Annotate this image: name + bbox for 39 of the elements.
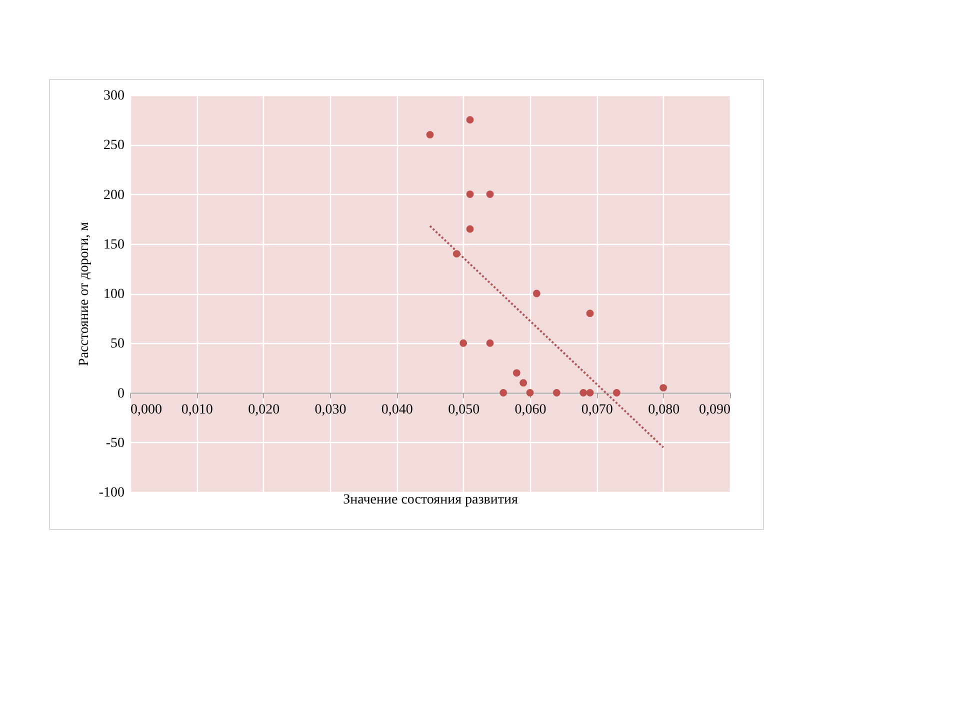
point — [460, 339, 468, 347]
point — [486, 190, 494, 198]
point — [580, 389, 588, 396]
y-tick-label: -50 — [106, 436, 124, 451]
y-tick-label: 50 — [110, 336, 124, 352]
point — [466, 190, 474, 198]
x-tick-label: 0,080 — [648, 402, 680, 418]
point — [520, 379, 528, 387]
point — [532, 290, 540, 298]
y-tick-label: -100 — [98, 486, 124, 500]
point — [586, 389, 594, 396]
x-tick-label: 0,090 — [699, 402, 730, 418]
y-tick-label: 250 — [104, 138, 124, 154]
x-tick-label: 0,060 — [514, 402, 546, 418]
x-tick-label: 0,050 — [448, 402, 480, 418]
y-tick-label: 100 — [104, 287, 124, 302]
x-axis-title: Значение состояния развития — [343, 492, 518, 508]
point — [486, 339, 494, 347]
point — [586, 310, 594, 318]
point — [500, 389, 508, 396]
point — [426, 131, 434, 138]
point — [466, 116, 474, 124]
y-tick-label: 300 — [104, 88, 124, 104]
point — [660, 384, 668, 392]
x-tick-label: 0,040 — [381, 402, 413, 418]
y-tick-label: 200 — [104, 188, 124, 203]
x-tick-label: 0,070 — [581, 402, 613, 418]
point — [466, 225, 474, 233]
point — [512, 369, 520, 377]
x-tick-label: 0,000 — [130, 402, 162, 418]
x-tick-label: 0,030 — [314, 402, 346, 418]
point — [526, 389, 534, 396]
x-tick-label: 0,010 — [181, 402, 213, 418]
y-axis-title: Расстояние от дороги, м — [76, 222, 92, 366]
point — [552, 389, 560, 396]
point — [612, 389, 620, 396]
y-tick-label: 0 — [118, 386, 124, 402]
y-tick-label: 150 — [104, 237, 124, 252]
x-tick-label: 0,020 — [248, 402, 280, 418]
